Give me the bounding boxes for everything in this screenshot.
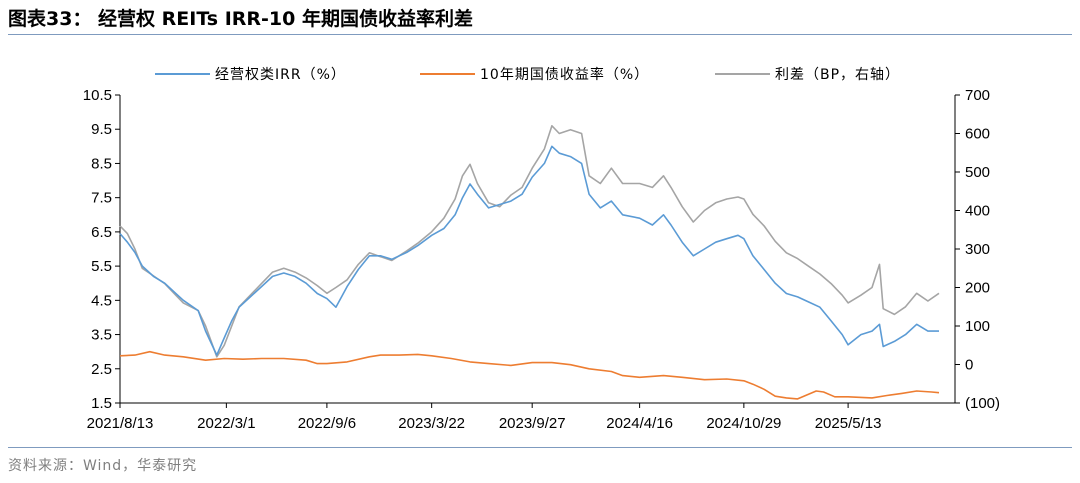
right-tick-label: 400 [965, 203, 990, 220]
x-tick-label: 2023/9/27 [499, 415, 566, 432]
right-tick-label: 600 [965, 126, 990, 143]
right-tick-label: (100) [965, 395, 1000, 412]
x-tick-label: 2022/9/6 [298, 415, 356, 432]
right-tick-label: 500 [965, 164, 990, 181]
left-tick-label: 3.5 [91, 327, 112, 344]
left-tick-label: 1.5 [91, 395, 112, 412]
right-tick-label: 0 [965, 357, 973, 374]
title-divider [8, 34, 1072, 35]
legend-label-1: 10年期国债收益率（%） [480, 66, 649, 83]
left-tick-label: 5.5 [91, 258, 112, 275]
left-tick-label: 2.5 [91, 361, 112, 378]
left-tick-label: 4.5 [91, 292, 112, 309]
right-tick-label: 700 [965, 87, 990, 104]
x-tick-label: 2021/8/13 [87, 415, 154, 432]
chart-axes: 1.5 2.5 3.5 4.5 5.5 6.5 7.5 8.5 9.5 10.5 (100) 0 100… [83, 87, 1000, 432]
left-tick-label: 10.5 [83, 87, 112, 104]
left-tick-label: 8.5 [91, 155, 112, 172]
x-tick-label: 2025/5/13 [815, 415, 882, 432]
legend-label-2: 利差（BP，右轴） [775, 67, 900, 83]
footer-divider [8, 447, 1072, 448]
figure-title: 图表33： 经营权 REITs IRR-10 年期国债收益率利差 [8, 8, 473, 30]
legend-label-0: 经营权类IRR（%） [215, 67, 346, 83]
x-tick-label: 2023/3/22 [398, 415, 465, 432]
right-tick-label: 300 [965, 241, 990, 258]
left-tick-label: 7.5 [91, 190, 112, 207]
left-tick-label: 9.5 [91, 121, 112, 138]
series-line-2 [119, 125, 940, 358]
x-tick-label: 2024/4/16 [606, 415, 673, 432]
series-line-1 [119, 350, 940, 400]
x-tick-label: 2022/3/1 [197, 415, 255, 432]
chart-series [119, 125, 940, 400]
source-note: 资料来源：Wind，华泰研究 [8, 458, 198, 474]
series-line-0 [119, 145, 939, 356]
chart-legend: 经营权类IRR（%） 10年期国债收益率（%） 利差（BP，右轴） [155, 66, 900, 83]
right-tick-label: 100 [965, 318, 990, 335]
x-tick-label: 2024/10/29 [706, 415, 781, 432]
left-tick-label: 6.5 [91, 224, 112, 241]
right-tick-label: 200 [965, 280, 990, 297]
